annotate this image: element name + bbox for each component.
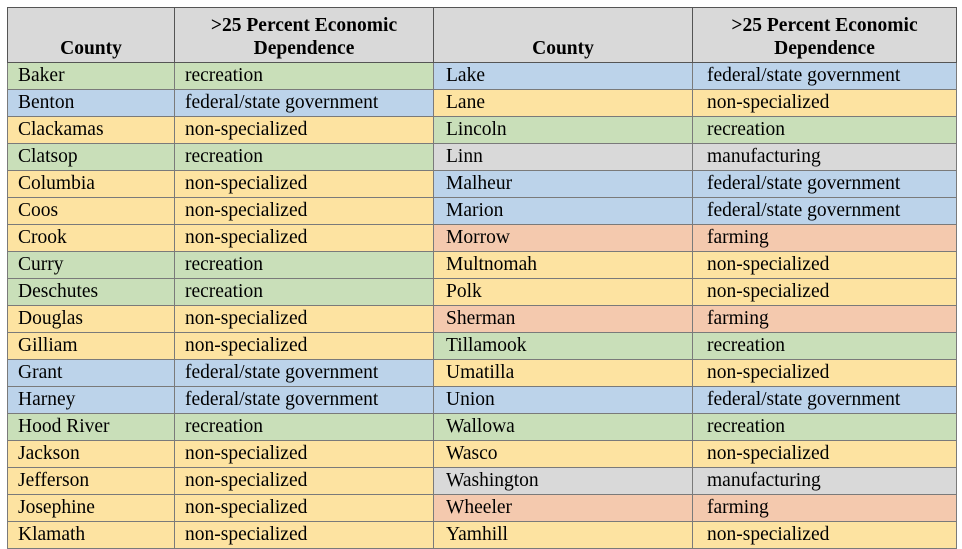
- dependence-cell-right: non-specialized: [692, 251, 957, 279]
- county-cell-left: Jackson: [7, 440, 175, 468]
- dependence-cell-left: non-specialized: [174, 332, 434, 360]
- header-county-left: County: [7, 7, 175, 63]
- county-cell-left: Douglas: [7, 305, 175, 333]
- table-body: Baker recreation Lake federal/state governm…: [7, 62, 957, 549]
- table-row: Harney federal/state government Union feder…: [7, 386, 957, 414]
- dependence-cell-left: non-specialized: [174, 521, 434, 549]
- county-cell-left: Crook: [7, 224, 175, 252]
- table-row: Clatsop recreation Linn manufacturing: [7, 143, 957, 171]
- dependence-cell-left: non-specialized: [174, 440, 434, 468]
- county-cell-left: Harney: [7, 386, 175, 414]
- county-cell-right: Wallowa: [433, 413, 693, 441]
- county-cell-left: Hood River: [7, 413, 175, 441]
- dependence-cell-right: recreation: [692, 332, 957, 360]
- dependence-cell-right: non-specialized: [692, 521, 957, 549]
- table-row: Baker recreation Lake federal/state governm…: [7, 62, 957, 90]
- header-county-right: County: [433, 7, 693, 63]
- table-row: Gilliam non-specialized Tillamook recreatio…: [7, 332, 957, 360]
- dependence-cell-right: farming: [692, 224, 957, 252]
- county-cell-right: Malheur: [433, 170, 693, 198]
- dependence-cell-right: non-specialized: [692, 440, 957, 468]
- county-cell-left: Clatsop: [7, 143, 175, 171]
- table-row: Klamath non-specialized Yamhill non-special…: [7, 521, 957, 549]
- dependence-cell-left: federal/state government: [174, 386, 434, 414]
- dependence-cell-right: recreation: [692, 413, 957, 441]
- dependence-cell-left: recreation: [174, 251, 434, 279]
- county-cell-left: Klamath: [7, 521, 175, 549]
- dependence-cell-left: federal/state government: [174, 89, 434, 117]
- county-cell-left: Benton: [7, 89, 175, 117]
- county-cell-right: Wasco: [433, 440, 693, 468]
- table-row: Coos non-specialized Marion federal/state g…: [7, 197, 957, 225]
- dependence-cell-left: non-specialized: [174, 197, 434, 225]
- county-cell-right: Linn: [433, 143, 693, 171]
- county-cell-left: Clackamas: [7, 116, 175, 144]
- table-row: Benton federal/state government Lane non-sp…: [7, 89, 957, 117]
- county-cell-left: Deschutes: [7, 278, 175, 306]
- county-cell-left: Curry: [7, 251, 175, 279]
- dependence-cell-right: non-specialized: [692, 359, 957, 387]
- dependence-cell-right: non-specialized: [692, 278, 957, 306]
- table-header-row: County >25 Percent Economic Dependence C…: [7, 7, 957, 63]
- county-cell-right: Wheeler: [433, 494, 693, 522]
- dependence-cell-right: manufacturing: [692, 467, 957, 495]
- table-row: Jackson non-specialized Wasco non-specializ…: [7, 440, 957, 468]
- county-cell-left: Josephine: [7, 494, 175, 522]
- dependence-cell-right: federal/state government: [692, 197, 957, 225]
- dependence-cell-left: federal/state government: [174, 359, 434, 387]
- county-cell-left: Grant: [7, 359, 175, 387]
- table-row: Grant federal/state government Umatilla non…: [7, 359, 957, 387]
- table-row: Crook non-specialized Morrow farming: [7, 224, 957, 252]
- county-dependence-table-container: County >25 Percent Economic Dependence C…: [7, 7, 957, 549]
- dependence-cell-left: recreation: [174, 143, 434, 171]
- county-cell-right: Umatilla: [433, 359, 693, 387]
- county-cell-left: Gilliam: [7, 332, 175, 360]
- dependence-cell-left: recreation: [174, 413, 434, 441]
- dependence-cell-right: manufacturing: [692, 143, 957, 171]
- table-row: Clackamas non-specialized Lincoln recreatio…: [7, 116, 957, 144]
- dependence-cell-left: non-specialized: [174, 305, 434, 333]
- dependence-cell-right: farming: [692, 305, 957, 333]
- county-cell-right: Lane: [433, 89, 693, 117]
- table-row: Douglas non-specialized Sherman farming: [7, 305, 957, 333]
- dependence-cell-left: recreation: [174, 278, 434, 306]
- table-row: Columbia non-specialized Malheur federal/st…: [7, 170, 957, 198]
- table-row: Jefferson non-specialized Washington manufa…: [7, 467, 957, 495]
- county-cell-right: Tillamook: [433, 332, 693, 360]
- dependence-cell-right: federal/state government: [692, 170, 957, 198]
- county-cell-right: Union: [433, 386, 693, 414]
- table-row: Josephine non-specialized Wheeler farming: [7, 494, 957, 522]
- dependence-cell-left: non-specialized: [174, 224, 434, 252]
- dependence-cell-left: recreation: [174, 62, 434, 90]
- county-dependence-table: County >25 Percent Economic Dependence C…: [7, 7, 957, 549]
- county-cell-right: Lincoln: [433, 116, 693, 144]
- dependence-cell-right: non-specialized: [692, 89, 957, 117]
- dependence-cell-right: recreation: [692, 116, 957, 144]
- county-cell-right: Morrow: [433, 224, 693, 252]
- county-cell-right: Multnomah: [433, 251, 693, 279]
- county-cell-left: Baker: [7, 62, 175, 90]
- dependence-cell-left: non-specialized: [174, 494, 434, 522]
- dependence-cell-left: non-specialized: [174, 170, 434, 198]
- header-dependence-right: >25 Percent Economic Dependence: [692, 7, 957, 63]
- dependence-cell-right: federal/state government: [692, 62, 957, 90]
- county-cell-right: Yamhill: [433, 521, 693, 549]
- county-cell-right: Lake: [433, 62, 693, 90]
- county-cell-left: Jefferson: [7, 467, 175, 495]
- table-row: Deschutes recreation Polk non-specialized: [7, 278, 957, 306]
- county-cell-left: Coos: [7, 197, 175, 225]
- county-cell-right: Sherman: [433, 305, 693, 333]
- county-cell-left: Columbia: [7, 170, 175, 198]
- table-row: Curry recreation Multnomah non-specialized: [7, 251, 957, 279]
- dependence-cell-right: farming: [692, 494, 957, 522]
- county-cell-right: Marion: [433, 197, 693, 225]
- dependence-cell-right: federal/state government: [692, 386, 957, 414]
- dependence-cell-left: non-specialized: [174, 467, 434, 495]
- table-row: Hood River recreation Wallowa recreation: [7, 413, 957, 441]
- county-cell-right: Polk: [433, 278, 693, 306]
- county-cell-right: Washington: [433, 467, 693, 495]
- header-dependence-left: >25 Percent Economic Dependence: [174, 7, 434, 63]
- dependence-cell-left: non-specialized: [174, 116, 434, 144]
